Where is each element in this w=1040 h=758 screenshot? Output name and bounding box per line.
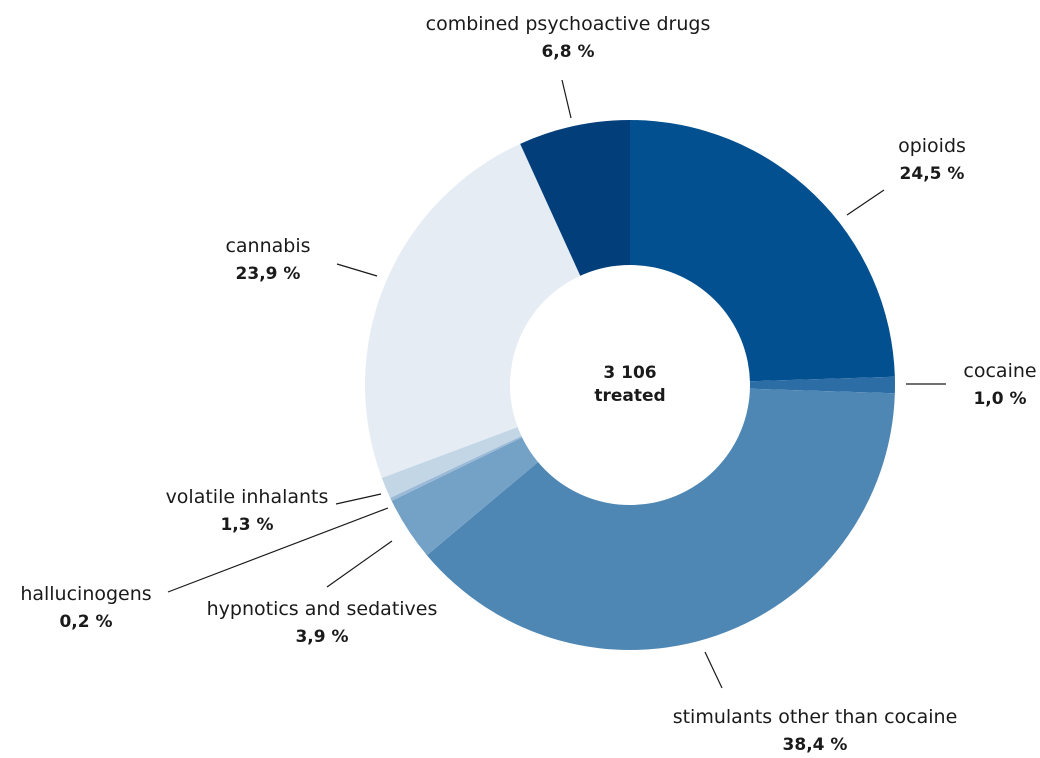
slice-label-value: 0,2 % — [59, 612, 112, 632]
donut-hole — [510, 265, 750, 505]
slice-label-name: hallucinogens — [20, 583, 151, 605]
leader-line — [326, 540, 393, 588]
slice-stimulants-other-than-cocaine — [426, 385, 895, 651]
slice-label-value: 1,0 % — [973, 389, 1026, 409]
leader-line — [561, 79, 572, 119]
leader-line — [335, 493, 382, 505]
slice-label-value: 23,9 % — [236, 264, 301, 284]
center-label-caption: treated — [594, 386, 665, 406]
slice-label-value: 24,5 % — [900, 164, 965, 184]
leader-line — [704, 651, 723, 689]
slice-label-name: combined psychoactive drugs — [426, 13, 711, 35]
slice-label-value: 3,9 % — [295, 627, 348, 647]
slice-cocaine — [630, 376, 896, 394]
leader-line — [846, 189, 885, 216]
leader-line — [167, 507, 389, 593]
leader-lines — [167, 79, 946, 689]
slice-label-value: 38,4 % — [783, 735, 848, 755]
slice-label-name: cocaine — [963, 360, 1036, 382]
slice-label-name: cannabis — [225, 235, 310, 257]
slice-label-value: 1,3 % — [220, 515, 273, 535]
leader-line — [336, 263, 378, 277]
slice-label-name: volatile inhalants — [166, 486, 329, 508]
slice-label-value: 6,8 % — [541, 42, 594, 62]
slice-label-name: stimulants other than cocaine — [673, 706, 958, 728]
center-label-count: 3 106 — [603, 363, 656, 383]
slice-label-name: opioids — [898, 135, 966, 157]
slice-labels: opioids 24,5 % cocaine 1,0 % stimulants othe… — [20, 13, 1036, 755]
slice-label-name: hypnotics and sedatives — [207, 598, 438, 620]
